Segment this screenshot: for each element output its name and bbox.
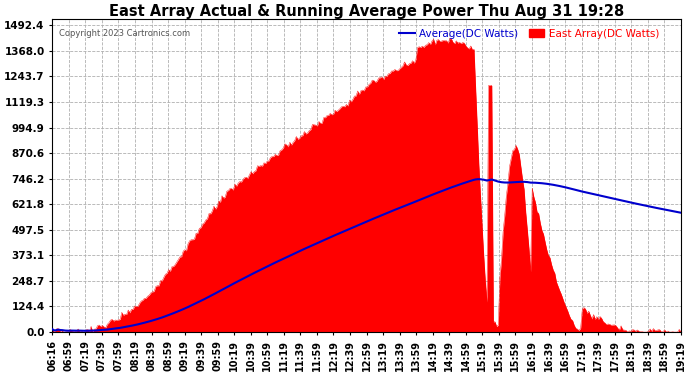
Title: East Array Actual & Running Average Power Thu Aug 31 19:28: East Array Actual & Running Average Powe… — [109, 4, 624, 19]
Text: Copyright 2023 Cartronics.com: Copyright 2023 Cartronics.com — [59, 28, 190, 38]
Legend: Average(DC Watts), East Array(DC Watts): Average(DC Watts), East Array(DC Watts) — [395, 24, 663, 43]
